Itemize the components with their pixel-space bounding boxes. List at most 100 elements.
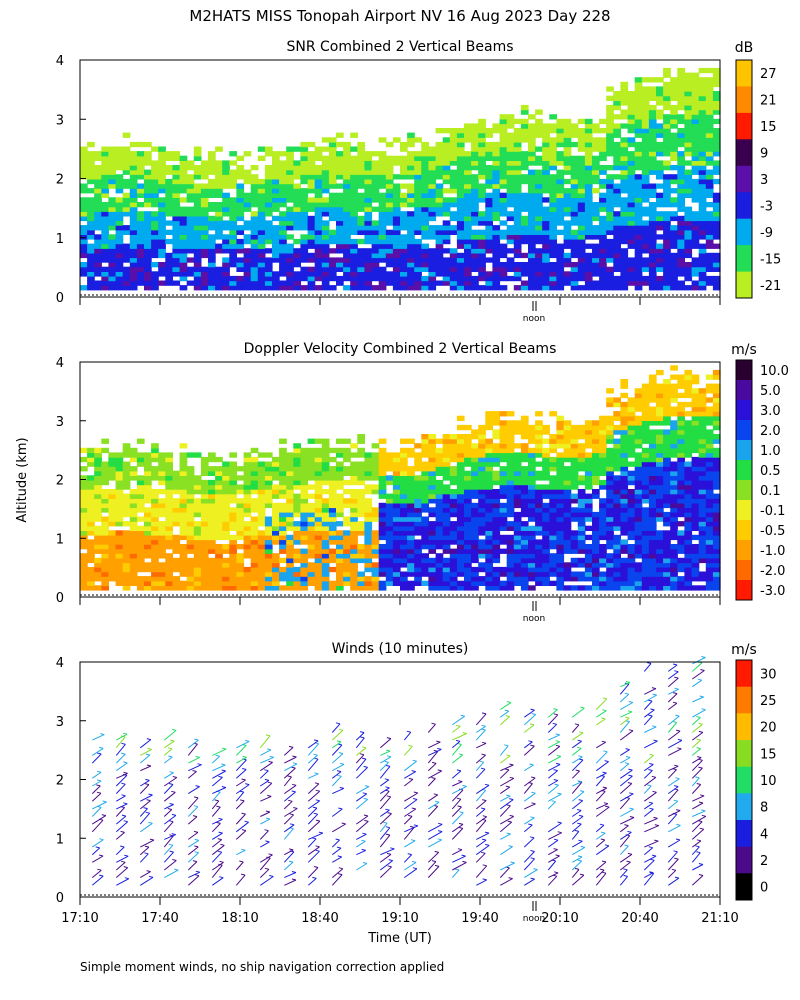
heatmap-cell [620, 238, 629, 245]
heatmap-cell [250, 266, 259, 272]
heatmap-cell [513, 566, 522, 573]
heatmap-cell [464, 155, 472, 161]
heatmap-cell [236, 257, 245, 263]
heatmap-cell [307, 197, 316, 203]
heatmap-cell [528, 429, 536, 435]
heatmap-cell [364, 192, 373, 198]
heatmap-cell [684, 86, 693, 92]
heatmap-cell [542, 123, 550, 129]
heatmap-cell [456, 275, 465, 282]
heatmap-cell [257, 192, 266, 198]
heatmap-cell [641, 178, 650, 185]
heatmap-cell [577, 507, 586, 513]
heatmap-cell [428, 475, 437, 481]
heatmap-cell [435, 466, 444, 472]
heatmap-cell [243, 257, 252, 263]
heatmap-cell [179, 215, 188, 222]
heatmap-cell [243, 470, 252, 476]
heatmap-cell [179, 479, 188, 486]
heatmap-cell [577, 248, 586, 254]
heatmap-cell [606, 192, 614, 198]
heatmap-cell [528, 257, 536, 263]
heatmap-cell [513, 489, 522, 495]
heatmap-cell [293, 479, 301, 486]
heatmap-cell [115, 248, 124, 254]
heatmap-cell [641, 95, 650, 101]
heatmap-cell [364, 557, 373, 564]
heatmap-cell [549, 225, 557, 231]
heatmap-cell [584, 262, 593, 268]
heatmap-cell [684, 141, 693, 148]
heatmap-cell [94, 461, 102, 467]
heatmap-cell [506, 566, 515, 573]
heatmap-cell [414, 461, 422, 467]
heatmap-cell [428, 576, 437, 582]
colorbar-segment [736, 139, 752, 167]
heatmap-cell [215, 566, 223, 573]
heatmap-cell [549, 206, 557, 212]
heatmap-cell [272, 525, 280, 531]
heatmap-cell [222, 544, 230, 550]
heatmap-cell [549, 443, 557, 449]
heatmap-cell [471, 580, 479, 586]
heatmap-cell [471, 576, 479, 582]
heatmap-cell [584, 243, 593, 249]
heatmap-cell [549, 516, 557, 522]
heatmap-cell [712, 81, 721, 88]
heatmap-cell [520, 132, 529, 138]
heatmap-cell [499, 475, 508, 481]
heatmap-cell [599, 525, 607, 531]
heatmap-cell [144, 466, 152, 472]
heatmap-cell [677, 206, 685, 212]
heatmap-cell [129, 571, 138, 577]
heatmap-cell [407, 211, 415, 217]
heatmap-cell [634, 280, 643, 286]
heatmap-cell [599, 252, 607, 259]
heatmap-cell [584, 252, 593, 259]
heatmap-cell [158, 211, 166, 217]
heatmap-cell [528, 169, 536, 175]
heatmap-cell [421, 507, 429, 513]
heatmap-cell [641, 155, 650, 161]
heatmap-cell [343, 479, 351, 486]
heatmap-cell [599, 553, 607, 559]
heatmap-cell [350, 160, 358, 166]
heatmap-cell [94, 475, 102, 481]
heatmap-cell [272, 197, 280, 203]
heatmap-cell [172, 544, 181, 550]
heatmap-cell [307, 516, 316, 522]
heatmap-cell [549, 411, 557, 417]
heatmap-cell [606, 571, 614, 577]
heatmap-cell [613, 229, 621, 235]
heatmap-cell [634, 114, 643, 120]
heatmap-cell [87, 234, 95, 240]
heatmap-cell [456, 553, 465, 559]
heatmap-cell [599, 169, 607, 175]
heatmap-cell [528, 576, 536, 582]
heatmap-cell [385, 211, 394, 217]
heatmap-cell [563, 206, 572, 212]
heatmap-cell [428, 511, 437, 518]
heatmap-cell [464, 507, 472, 513]
heatmap-cell [712, 252, 721, 259]
heatmap-cell [392, 160, 401, 166]
heatmap-cell [321, 507, 330, 513]
heatmap-cell [400, 585, 408, 591]
heatmap-cell [129, 248, 138, 254]
heatmap-cell [471, 262, 479, 268]
heatmap-cell [499, 202, 508, 208]
heatmap-cell [236, 188, 245, 194]
heatmap-cell [115, 155, 124, 161]
heatmap-cell [392, 183, 401, 189]
heatmap-cell [542, 271, 550, 277]
heatmap-cell [577, 443, 586, 449]
x-axis-label: Time (UT) [367, 931, 432, 946]
heatmap-cell [691, 123, 700, 129]
colorbar-tick-label: -9 [760, 226, 773, 241]
heatmap-cell [172, 576, 181, 582]
heatmap-cell [577, 257, 586, 263]
heatmap-cell [577, 211, 586, 217]
heatmap-cell [648, 280, 657, 286]
heatmap-cell [712, 132, 721, 138]
heatmap-cell [144, 183, 152, 189]
